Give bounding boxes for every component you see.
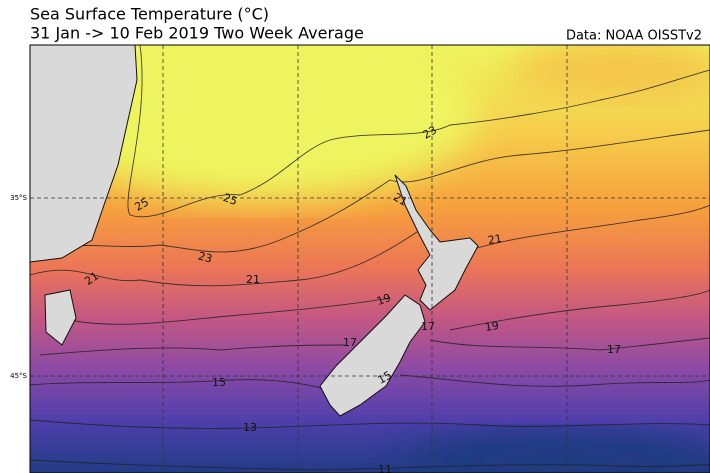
contour-label: 19 <box>484 319 500 334</box>
contour-line <box>30 459 710 471</box>
graticule <box>30 45 710 473</box>
map-frame <box>29 44 710 473</box>
data-source: Data: NOAA OISSTv2 <box>566 29 702 44</box>
land <box>30 45 479 417</box>
contour-label: 15 <box>212 376 226 389</box>
contour-label: 25 <box>221 191 239 208</box>
north-island <box>394 174 479 311</box>
contour-label: 19 <box>375 291 393 308</box>
cold-patch <box>400 430 710 473</box>
contour-label: 23 <box>197 249 214 265</box>
contour-label: 21 <box>487 232 503 247</box>
contour-label: 17 <box>607 343 621 356</box>
contour-line <box>30 419 710 429</box>
tasmania <box>44 289 77 346</box>
contour-label: 15 <box>375 368 394 386</box>
contour-line <box>30 129 710 253</box>
contour-label: 17 <box>343 336 357 349</box>
contour-label: 13 <box>243 421 257 434</box>
latitude-label: 45°S <box>10 372 27 380</box>
contour-line <box>39 337 710 356</box>
contour-label: 21 <box>246 273 260 286</box>
contour-label: 11 <box>378 463 392 473</box>
latitude-labels: 35°S 45°S <box>10 194 27 380</box>
contour-line <box>30 204 710 287</box>
contours <box>30 45 710 471</box>
contour-label: 25 <box>132 195 151 213</box>
contour-label: 23 <box>420 123 439 141</box>
subtitle: 31 Jan -> 10 Feb 2019 Two Week Average <box>30 24 364 43</box>
contour-line <box>127 45 710 218</box>
warm-pool <box>40 45 480 200</box>
latitude-label: 35°S <box>10 194 27 202</box>
contour-line <box>30 374 710 391</box>
contour-label: 17 <box>421 320 435 333</box>
title: Sea Surface Temperature (°C) <box>30 5 269 24</box>
contour-label: 21 <box>391 190 410 208</box>
south-island <box>319 294 426 417</box>
australia <box>30 45 138 263</box>
contour-line <box>69 289 710 331</box>
warm-patch <box>510 45 710 100</box>
